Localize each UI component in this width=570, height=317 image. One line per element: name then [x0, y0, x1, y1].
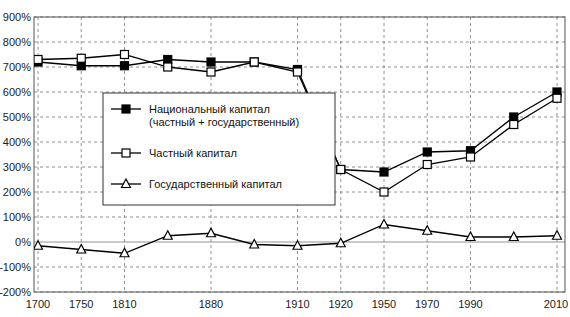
- marker: [207, 68, 215, 76]
- y-tick-label: 800%: [3, 36, 31, 48]
- y-tick-label: 300%: [3, 161, 31, 173]
- marker: [509, 232, 518, 241]
- x-tick-label: 1970: [415, 298, 439, 310]
- marker: [163, 231, 172, 240]
- marker: [164, 56, 172, 64]
- marker: [77, 54, 85, 62]
- legend-label-line: Государственный капитал: [149, 178, 282, 190]
- marker: [120, 248, 129, 257]
- legend-label-line: Частный капитал: [149, 147, 237, 159]
- marker: [293, 241, 302, 250]
- grid-line: [34, 267, 565, 268]
- series-line: [38, 225, 557, 254]
- legend-label-line: Национальный капитал: [149, 103, 270, 115]
- marker: [380, 168, 388, 176]
- y-tick-label: -200%: [0, 286, 31, 298]
- grid-line: [34, 242, 565, 243]
- marker: [337, 166, 345, 174]
- legend-marker: [122, 149, 130, 157]
- marker: [164, 63, 172, 71]
- x-tick-label: 1950: [372, 298, 396, 310]
- x-tick-label: 1750: [69, 298, 93, 310]
- y-tick-label: 100%: [3, 211, 31, 223]
- grid-line: [557, 17, 558, 292]
- marker: [121, 51, 129, 59]
- x-tick-label: 1700: [26, 298, 50, 310]
- x-tick-label: 1810: [112, 298, 136, 310]
- x-tick-label: 1910: [285, 298, 309, 310]
- legend: Национальный капитал(частный + государст…: [103, 93, 335, 205]
- marker: [380, 220, 389, 229]
- x-tick-label: 1990: [458, 298, 482, 310]
- y-tick-label: 600%: [3, 86, 31, 98]
- marker: [121, 62, 129, 70]
- y-tick-label: 500%: [3, 111, 31, 123]
- y-tick-label: 400%: [3, 136, 31, 148]
- legend-marker: [122, 179, 131, 188]
- marker: [77, 62, 85, 70]
- grid-line: [34, 92, 565, 93]
- marker: [467, 153, 475, 161]
- y-tick-label: 700%: [3, 61, 31, 73]
- marker: [466, 232, 475, 241]
- x-tick-label: 1880: [199, 298, 223, 310]
- marker: [510, 113, 518, 121]
- marker: [553, 94, 561, 102]
- x-tick-label: 2010: [544, 298, 568, 310]
- grid-line: [34, 217, 565, 218]
- marker: [294, 68, 302, 76]
- marker: [250, 58, 258, 66]
- legend-label: Государственный капитал: [149, 178, 282, 190]
- marker: [207, 228, 216, 237]
- legend-box: [103, 93, 335, 205]
- grid-line: [384, 17, 385, 292]
- grid-line: [34, 42, 565, 43]
- marker: [250, 58, 258, 66]
- legend-label-line: (частный + государственный): [149, 116, 299, 128]
- y-tick-label: 0%: [15, 236, 31, 248]
- chart: -200% -100% 0% 100% 200% 300% 400% 500% 600% 700%…: [0, 0, 570, 317]
- marker: [380, 188, 388, 196]
- marker: [510, 121, 518, 129]
- y-tick-label: 200%: [3, 186, 31, 198]
- legend-label: Частный капитал: [149, 147, 237, 159]
- marker: [77, 245, 86, 254]
- legend-label: Национальный капитал(частный + государст…: [149, 103, 299, 128]
- y-tick-label: -100%: [0, 261, 31, 273]
- legend-marker: [122, 105, 130, 113]
- x-tick-label: 1920: [329, 298, 353, 310]
- grid-line: [340, 17, 341, 292]
- marker: [207, 58, 215, 66]
- marker: [337, 166, 345, 174]
- marker: [34, 56, 42, 64]
- series-group: [34, 51, 562, 257]
- plot-frame: [34, 17, 565, 292]
- marker: [423, 161, 431, 169]
- marker: [553, 231, 562, 240]
- marker: [336, 238, 345, 247]
- y-tick-label: 900%: [3, 11, 31, 23]
- marker: [423, 226, 432, 235]
- marker: [34, 241, 43, 250]
- marker: [250, 240, 259, 249]
- marker: [423, 148, 431, 156]
